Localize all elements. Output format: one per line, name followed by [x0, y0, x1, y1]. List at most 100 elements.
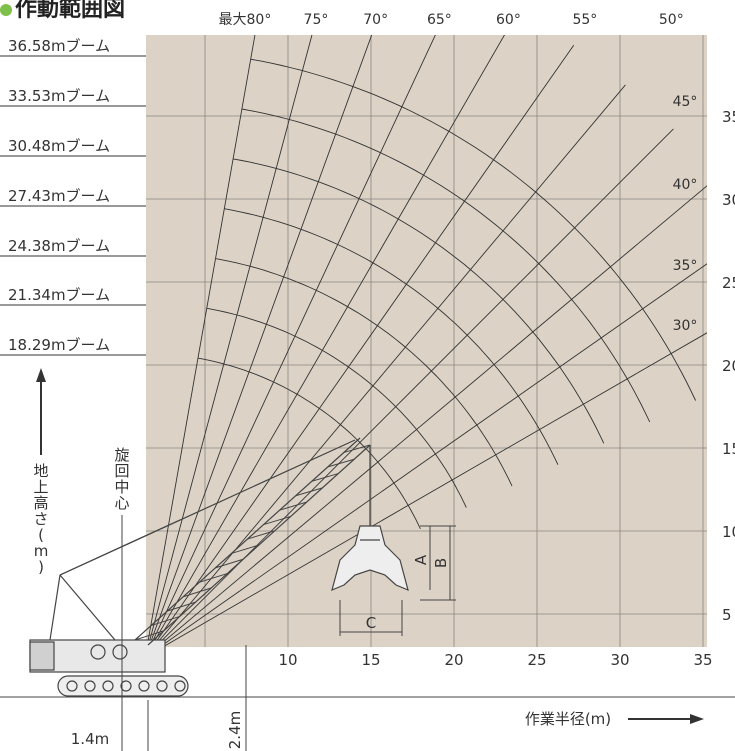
track-wheel — [156, 680, 168, 692]
angle-ray — [158, 263, 707, 647]
lattice-brace — [183, 587, 212, 598]
boom-arc — [215, 258, 513, 487]
lattice-brace — [279, 501, 307, 511]
track-wheel — [174, 680, 186, 692]
angle-label: 65° — [427, 12, 452, 28]
boom-arcs — [197, 58, 697, 529]
boom-length-label: 18.29mブーム — [8, 336, 110, 354]
y-tick-label: 15 — [722, 440, 735, 458]
boom-arc — [241, 108, 651, 423]
lattice-brace — [247, 530, 276, 540]
dimension-lines — [0, 515, 735, 751]
angle-ray — [146, 35, 256, 647]
lattice-brace — [199, 573, 228, 583]
dim-label-1-4m: 1.4m — [71, 730, 109, 748]
angle-ray — [154, 128, 674, 647]
angle-labels: 最大80° 75° 70° 65° 60° 55° 50° 45° 40° 35° 30° — [219, 12, 698, 334]
bucket-label-a: A — [412, 554, 430, 565]
boom-arc — [197, 357, 421, 529]
x-axis-label: 作業半径(m) — [525, 710, 611, 728]
x-tick-label: 35 — [693, 651, 712, 669]
rotation-center-label: 旋回中心 — [114, 446, 129, 512]
boom-length-label: 30.48mブーム — [8, 137, 110, 155]
y-tick-label: 5 — [722, 606, 732, 624]
lattice-brace — [343, 444, 371, 453]
angle-ray — [150, 35, 505, 647]
lattice-brace — [231, 544, 260, 554]
angle-label: 30° — [673, 318, 698, 334]
lattice-brace — [166, 601, 196, 612]
lattice-brace — [311, 473, 339, 482]
boom-lattice — [134, 444, 371, 641]
angle-label: 40° — [673, 177, 698, 193]
boom-length-label: 36.58mブーム — [8, 37, 110, 55]
crane-illustration — [29, 437, 409, 697]
angle-label: 75° — [304, 12, 329, 28]
grid-lines — [146, 35, 707, 647]
bullet-icon — [0, 4, 12, 16]
y-tick-label: 20 — [722, 357, 735, 375]
angle-label: 50° — [659, 12, 684, 28]
lattice-brace — [150, 615, 180, 627]
angle-label: 最大80° — [219, 12, 272, 28]
lattice-brace — [295, 487, 323, 497]
track-wheel — [138, 680, 150, 692]
angle-ray — [161, 332, 707, 647]
boom-length-labels: 36.58mブーム 33.53mブーム 30.48mブーム 27.43mブーム 24.3… — [0, 37, 146, 356]
y-axis-arrowhead — [36, 368, 46, 382]
angle-label: 60° — [496, 12, 521, 28]
lattice-brace — [134, 630, 165, 641]
crane-mast — [49, 574, 61, 641]
crane-emblem — [90, 644, 106, 660]
dim-label-2-4m: 2.4m — [226, 711, 244, 749]
crane-emblem — [112, 644, 128, 660]
x-tick-label: 25 — [527, 651, 546, 669]
x-tick-label: 20 — [444, 651, 463, 669]
boom-arc — [224, 208, 559, 465]
angle-label: 45° — [673, 94, 698, 110]
y-tick-label: 35 — [722, 108, 735, 126]
track-wheel — [120, 680, 132, 692]
angle-ray — [147, 35, 313, 647]
bucket-label-c: C — [366, 614, 376, 632]
bucket-label-b: B — [432, 558, 450, 568]
boom-length-label: 27.43mブーム — [8, 187, 110, 205]
crane-mast — [59, 574, 116, 641]
boom-length-label: 33.53mブーム — [8, 87, 110, 105]
x-tick-label: 30 — [610, 651, 629, 669]
boom-length-label: 21.34mブーム — [8, 286, 110, 304]
angle-ray — [151, 44, 575, 647]
y-tick-label: 30 — [722, 191, 735, 209]
title-text: 作動範囲図 — [15, 0, 126, 22]
angle-ray — [149, 35, 436, 647]
lattice-brace — [215, 558, 244, 569]
clamshell-bucket — [331, 525, 409, 592]
y-tick-label: 25 — [722, 274, 735, 292]
angle-label: 70° — [363, 12, 388, 28]
angle-label: 55° — [572, 12, 597, 28]
page-title: 作動範囲図 — [0, 0, 125, 23]
boom-arc — [250, 58, 697, 401]
angle-label: 35° — [673, 258, 698, 274]
x-tick-label: 10 — [278, 651, 297, 669]
lattice-brace — [263, 515, 291, 526]
angle-ray — [153, 84, 626, 647]
boom-arc — [206, 307, 467, 508]
y-axis-label: 地上高さ(m) — [33, 462, 48, 576]
crane-pendant — [59, 439, 356, 576]
track-wheel — [66, 680, 78, 692]
axis-ticks: 10 15 20 25 30 35 5 10 15 20 25 30 35 — [278, 108, 735, 669]
x-axis-arrowhead — [690, 714, 704, 724]
track-wheel — [102, 680, 114, 692]
angle-ray — [148, 35, 373, 647]
track-wheel — [84, 680, 96, 692]
boom-length-label: 24.38mブーム — [8, 237, 110, 255]
y-tick-label: 10 — [722, 523, 735, 541]
boom-arc — [233, 158, 605, 444]
track-wheels — [66, 680, 186, 692]
lattice-brace — [327, 458, 355, 468]
crane-counterweight — [29, 641, 55, 671]
x-tick-label: 15 — [361, 651, 380, 669]
angle-rays — [146, 35, 707, 647]
